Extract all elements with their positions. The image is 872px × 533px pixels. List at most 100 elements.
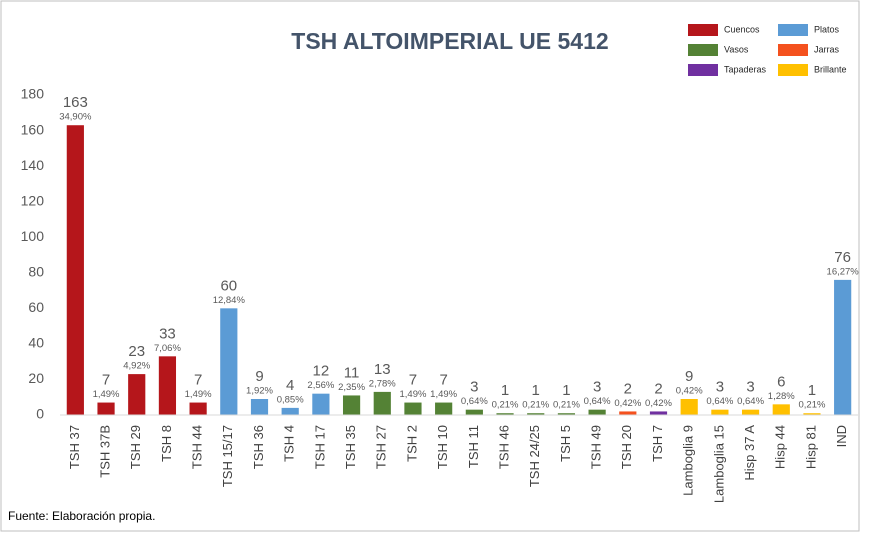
bar: [772, 404, 790, 415]
count-label: 9: [255, 368, 263, 385]
bar: [680, 399, 698, 415]
count-label: 2: [624, 380, 632, 397]
percent-label: 2,56%: [307, 380, 334, 391]
percent-label: 1,49%: [93, 389, 120, 400]
legend-swatch: [688, 44, 718, 56]
percent-label: 0,64%: [706, 396, 733, 407]
percent-label: 1,49%: [399, 389, 426, 400]
percent-label: 1,49%: [430, 389, 457, 400]
bar: [496, 413, 514, 415]
bar: [741, 409, 760, 415]
bar: [220, 308, 238, 415]
count-label: 3: [593, 379, 601, 396]
percent-label: 16,27%: [827, 266, 860, 277]
bar: [435, 402, 453, 415]
bar: [649, 411, 668, 415]
bar: [619, 411, 637, 415]
legend-swatch: [778, 24, 808, 36]
percent-label: 0,64%: [584, 396, 611, 407]
y-tick-label: 20: [28, 370, 44, 386]
x-tick-label: TSH 2: [404, 425, 419, 462]
bar: [97, 402, 115, 415]
percent-label: 2,78%: [369, 378, 396, 389]
percent-label: 0,42%: [645, 398, 672, 409]
x-tick-label: TSH 35: [343, 425, 358, 469]
count-label: 7: [409, 372, 417, 389]
bar: [557, 413, 576, 415]
y-tick-label: 40: [28, 335, 44, 351]
legend-label: Jarras: [814, 44, 840, 54]
bar: [527, 413, 545, 415]
count-label: 13: [374, 361, 391, 378]
x-tick-label: TSH 44: [190, 425, 205, 469]
y-tick-label: 0: [36, 406, 44, 422]
percent-label: 1,28%: [768, 391, 795, 402]
source-note: Fuente: Elaboración propia.: [8, 509, 155, 523]
legend-swatch: [688, 64, 718, 76]
x-tick-label: IND: [834, 425, 849, 447]
percent-label: 0,42%: [676, 386, 703, 397]
bar: [342, 395, 361, 415]
percent-label: 1,92%: [246, 386, 273, 397]
bar: [281, 407, 299, 415]
count-label: 60: [220, 277, 237, 294]
x-tick-label: TSH 4: [282, 425, 297, 462]
bar: [189, 402, 207, 415]
x-tick-label: TSH 49: [589, 425, 604, 469]
count-label: 3: [716, 379, 724, 396]
percent-label: 7,06%: [154, 343, 181, 354]
x-tick-label: TSH 24/25: [527, 425, 542, 487]
percent-label: 0,85%: [277, 394, 304, 405]
count-label: 9: [685, 368, 693, 385]
count-label: 23: [128, 343, 145, 360]
count-label: 1: [501, 382, 509, 399]
legend-swatch: [778, 64, 808, 76]
x-tick-label: Hisp 81: [803, 425, 818, 469]
chart-title: TSH ALTOIMPERIAL UE 5412: [291, 28, 608, 54]
y-tick-label: 60: [28, 299, 44, 315]
y-tick-label: 120: [21, 192, 45, 208]
legend-label: Platos: [814, 24, 840, 34]
percent-label: 1,49%: [185, 389, 212, 400]
bar: [711, 409, 729, 415]
bar: [803, 413, 821, 415]
legend-label: Brillante: [814, 64, 847, 74]
percent-label: 12,84%: [213, 295, 246, 306]
x-tick-label: TSH 11: [466, 425, 481, 468]
bar: [250, 399, 269, 415]
x-tick-label: TSH 5: [558, 425, 573, 462]
count-label: 1: [562, 382, 570, 399]
count-label: 7: [439, 372, 447, 389]
bar: [588, 409, 606, 415]
x-tick-label: TSH 27: [374, 425, 389, 469]
bar: [834, 279, 852, 415]
x-tick-label: TSH 7: [650, 425, 665, 462]
percent-label: 0,21%: [492, 400, 519, 411]
bar: [66, 125, 84, 415]
count-label: 163: [63, 94, 88, 111]
x-tick-label: Hisp 44: [773, 425, 788, 469]
x-tick-label: Lamboglia 9: [681, 425, 696, 496]
percent-label: 34,90%: [59, 112, 92, 123]
count-label: 3: [470, 379, 478, 396]
percent-label: 0,64%: [461, 396, 488, 407]
legend-label: Tapaderas: [724, 64, 767, 74]
y-tick-label: 160: [21, 121, 45, 137]
percent-label: 2,35%: [338, 382, 365, 393]
count-label: 76: [834, 249, 851, 266]
bar: [373, 391, 391, 415]
percent-label: 4,92%: [123, 361, 150, 372]
x-tick-label: TSH 15/17: [220, 425, 235, 487]
count-label: 4: [286, 377, 294, 394]
count-label: 12: [313, 363, 330, 380]
x-tick-label: TSH 17: [312, 425, 327, 469]
y-tick-label: 100: [21, 228, 45, 244]
x-tick-label: TSH 20: [619, 425, 634, 469]
count-label: 11: [344, 364, 360, 381]
count-label: 33: [159, 325, 176, 342]
legend-label: Cuencos: [724, 24, 760, 34]
legend-swatch: [688, 24, 718, 36]
count-label: 1: [808, 382, 816, 399]
y-tick-label: 80: [28, 263, 44, 279]
